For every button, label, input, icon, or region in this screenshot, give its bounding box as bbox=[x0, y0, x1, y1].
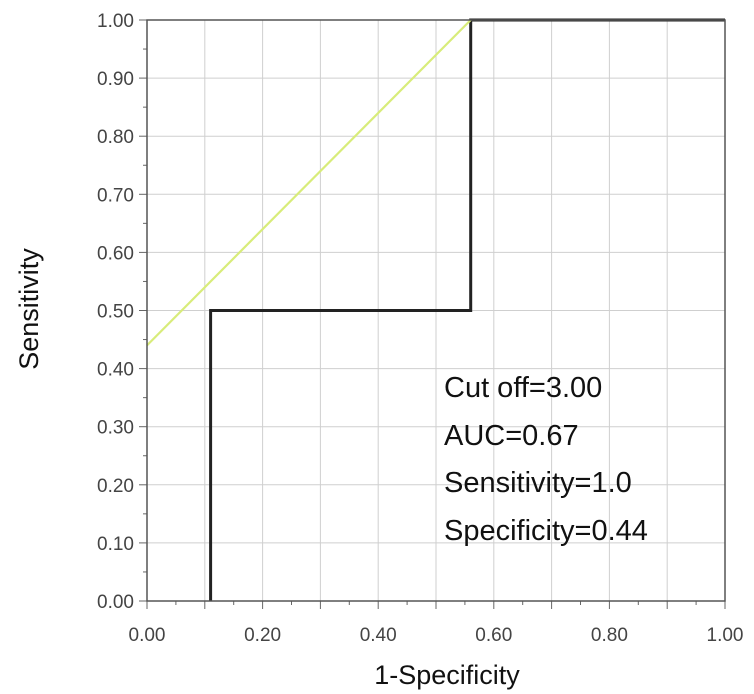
y-tick-label: 1.00 bbox=[97, 11, 134, 32]
x-tick-label: 0.00 bbox=[129, 625, 166, 646]
y-tick-label: 0.60 bbox=[97, 243, 134, 264]
plot-frame bbox=[146, 19, 726, 602]
x-axis-title: 1-Specificity bbox=[374, 660, 520, 690]
cutoff-reference-line bbox=[146, 19, 472, 347]
y-tick-label: 0.20 bbox=[97, 476, 134, 497]
sensitivity-annotation: Sensitivity=1.0 bbox=[444, 467, 632, 499]
x-tick-label: 0.80 bbox=[591, 625, 628, 646]
y-tick-label: 0.80 bbox=[97, 127, 134, 148]
y-tick-label: 0.70 bbox=[97, 185, 134, 206]
y-tick-label: 0.50 bbox=[97, 302, 134, 323]
cutoff-annotation: Cut off=3.00 bbox=[444, 372, 602, 404]
x-tick-label: 0.20 bbox=[244, 625, 281, 646]
y-axis-title: Sensitivity bbox=[14, 248, 44, 370]
x-tick-label: 0.60 bbox=[475, 625, 512, 646]
specificity-annotation: Specificity=0.44 bbox=[444, 515, 648, 547]
y-tick-label: 0.90 bbox=[97, 69, 134, 90]
y-tick-labels: 0.00 0.10 0.20 0.30 0.40 0.50 0.60 0.70 0.80 0.90… bbox=[97, 11, 134, 613]
y-tick-label: 0.00 bbox=[97, 592, 134, 613]
x-tick-labels: 0.00 0.20 0.40 0.60 0.80 1.00 bbox=[129, 625, 744, 646]
y-tick-label: 0.40 bbox=[97, 360, 134, 381]
y-tick-label: 0.10 bbox=[97, 534, 134, 555]
auc-annotation: AUC=0.67 bbox=[444, 420, 579, 452]
x-tick-label: 0.40 bbox=[360, 625, 397, 646]
x-tick-label: 1.00 bbox=[707, 625, 744, 646]
y-tick-label: 0.30 bbox=[97, 418, 134, 439]
